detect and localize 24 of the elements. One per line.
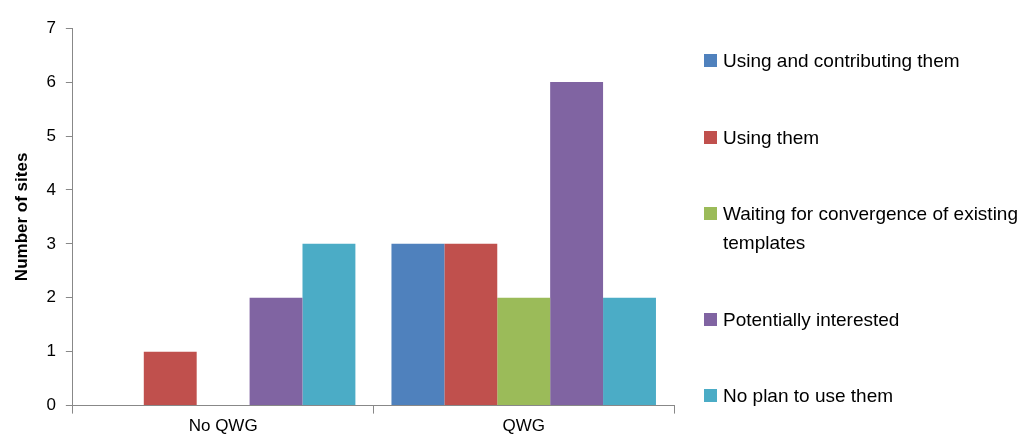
y-tick-label: 3 (46, 233, 56, 253)
bar (497, 297, 551, 406)
bar (603, 297, 656, 406)
y-tick-label: 7 (46, 17, 56, 37)
bar (444, 243, 498, 406)
y-tick-label: 6 (46, 71, 56, 91)
legend-label: Potentially interested (723, 307, 900, 332)
y-tick-label: 1 (46, 341, 56, 361)
legend-label: No plan to use them (723, 384, 894, 408)
legend-label: Waiting for convergence of existing templates (723, 202, 1019, 255)
y-tick-label: 5 (46, 125, 56, 145)
bar (391, 243, 445, 406)
x-tick-label: QWG (502, 416, 545, 436)
y-tick-label: 2 (46, 287, 56, 307)
y-tick-label: 4 (46, 179, 56, 199)
x-tick-label: No QWG (188, 416, 258, 436)
y-axis-title: Number of sites (11, 152, 31, 282)
legend-label: Using them (723, 125, 820, 150)
y-tick-label: 0 (46, 395, 56, 415)
bar (143, 351, 197, 406)
bar (550, 82, 604, 406)
bar (302, 243, 356, 406)
legend-label: Using and contributing them (723, 49, 960, 73)
bar (249, 297, 303, 406)
